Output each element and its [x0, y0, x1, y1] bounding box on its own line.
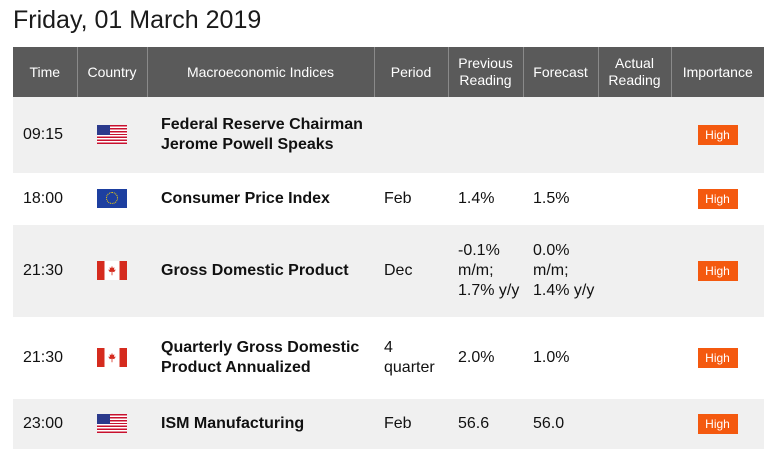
period-cell: Dec [374, 225, 448, 317]
previous-cell: 2.0% [448, 317, 523, 399]
forecast-cell [523, 97, 598, 173]
canada-flag-icon [97, 348, 127, 368]
importance-badge: High [697, 261, 738, 281]
table-row: 21:30 Quarterly Gross Domestic Product A… [13, 317, 764, 399]
indicator-name: Consumer Price Index [147, 173, 374, 225]
actual-cell [598, 399, 671, 449]
previous-cell: 56.6 [448, 399, 523, 449]
table-row: 18:00 Consumer Price Index Feb 1.4% 1.5%… [13, 173, 764, 225]
col-header-forecast: Forecast [523, 47, 599, 97]
importance-cell: High [671, 399, 764, 449]
importance-badge: High [697, 189, 738, 209]
actual-cell [598, 97, 671, 173]
importance-badge: High [697, 348, 738, 368]
time-cell: 18:00 [13, 173, 77, 225]
indicator-name: ISM Manufacturing [147, 399, 374, 449]
previous-cell: -0.1% m/m; 1.7% y/y [448, 225, 523, 317]
actual-cell [598, 173, 671, 225]
actual-cell [598, 317, 671, 399]
country-cell [77, 225, 147, 317]
period-cell: Feb [374, 173, 448, 225]
col-header-importance: Importance [671, 47, 764, 97]
table-row: 21:30 Gross Domestic Product Dec -0.1% m… [13, 225, 764, 317]
col-header-country: Country [77, 47, 148, 97]
period-cell: Feb [374, 399, 448, 449]
time-cell: 21:30 [13, 225, 77, 317]
forecast-cell: 0.0% m/m; 1.4% y/y [523, 225, 598, 317]
importance-cell: High [671, 97, 764, 173]
actual-cell [598, 225, 671, 317]
page-title: Friday, 01 March 2019 [13, 6, 262, 34]
indicator-name: Gross Domestic Product [147, 225, 374, 317]
time-cell: 21:30 [13, 317, 77, 399]
country-cell [77, 399, 147, 449]
previous-cell: 1.4% [448, 173, 523, 225]
time-cell: 23:00 [13, 399, 77, 449]
col-header-time: Time [13, 47, 78, 97]
canada-flag-icon [97, 261, 127, 281]
forecast-cell: 1.0% [523, 317, 598, 399]
eu-flag-icon [97, 189, 127, 209]
economic-calendar-table: Time Country Macroeconomic Indices Perio… [13, 47, 764, 449]
country-cell [77, 173, 147, 225]
col-header-indices: Macroeconomic Indices [147, 47, 375, 97]
col-header-previous: Previous Reading [448, 47, 524, 97]
importance-cell: High [671, 317, 764, 399]
importance-badge: High [697, 125, 738, 145]
col-header-actual: Actual Reading [598, 47, 672, 97]
indicator-name: Federal Reserve Chairman Jerome Powell S… [147, 97, 374, 173]
previous-cell [448, 97, 523, 173]
time-cell: 09:15 [13, 97, 77, 173]
forecast-cell: 56.0 [523, 399, 598, 449]
indicator-name: Quarterly Gross Domestic Product Annuali… [147, 317, 374, 399]
us-flag-icon [97, 125, 127, 145]
forecast-cell: 1.5% [523, 173, 598, 225]
period-cell: 4 quarter [374, 317, 448, 399]
country-cell [77, 97, 147, 173]
col-header-period: Period [374, 47, 449, 97]
period-cell [374, 97, 448, 173]
table-row: 23:00 ISM Manufacturing Feb 56.6 56.0 Hi… [13, 399, 764, 449]
importance-cell: High [671, 173, 764, 225]
importance-cell: High [671, 225, 764, 317]
table-header-row: Time Country Macroeconomic Indices Perio… [13, 47, 764, 97]
table-row: 09:15 Federal Reserve Chairman Jerome Po… [13, 97, 764, 173]
us-flag-icon [97, 414, 127, 434]
country-cell [77, 317, 147, 399]
importance-badge: High [697, 414, 738, 434]
